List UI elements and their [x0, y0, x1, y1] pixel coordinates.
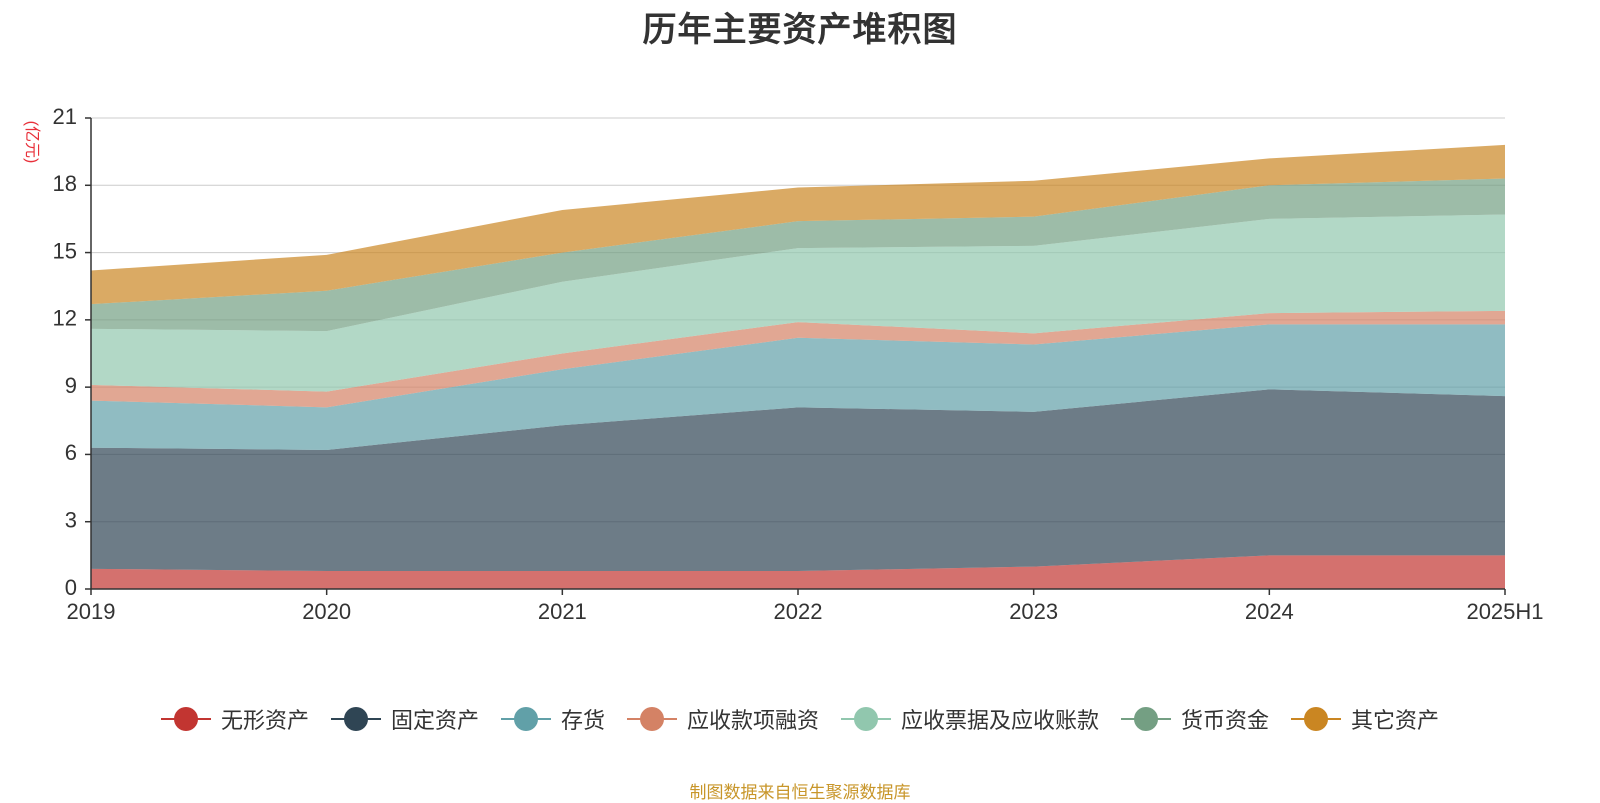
- legend-item-7[interactable]: 其它资产: [1291, 703, 1439, 735]
- area-series-7[interactable]: [91, 144, 1505, 305]
- legend-label: 存货: [560, 709, 605, 734]
- tick-labels: 0 3 6 9 12 15 18 21 2019 2020 2021 2022 2023 2024 2025…: [53, 104, 1544, 624]
- chart-title: 历年主要资产堆积图: [642, 10, 958, 50]
- y-tick-label: 21: [53, 104, 77, 129]
- legend-marker-icon: [626, 707, 677, 731]
- y-tick-label: 18: [53, 171, 77, 196]
- legend-label: 无形资产: [220, 709, 309, 734]
- legend-item-2[interactable]: 固定资产: [330, 703, 479, 735]
- legend-label: 应收票据及应收账款: [901, 709, 1100, 734]
- legend-item-5[interactable]: 应收票据及应收账款: [841, 703, 1099, 735]
- area-series-group: [91, 144, 1505, 589]
- area-series-4[interactable]: [91, 310, 1505, 408]
- area-series-2[interactable]: [91, 389, 1505, 572]
- legend-marker-icon: [160, 707, 211, 731]
- area-series-5[interactable]: [91, 214, 1505, 392]
- legend-label: 固定资产: [390, 709, 479, 734]
- x-tick-label: 2021: [538, 599, 587, 624]
- area-series-3[interactable]: [91, 324, 1505, 450]
- legend-marker-icon: [1121, 707, 1172, 731]
- source-note: 制图数据来自恒生聚源数据库: [689, 783, 911, 803]
- legend-label: 应收款项融资: [686, 709, 819, 734]
- x-tick-label: 2020: [302, 599, 351, 624]
- legend-item-6[interactable]: 货币资金: [1121, 703, 1269, 735]
- legend-marker-icon: [330, 707, 381, 731]
- legend-marker-icon: [500, 707, 551, 731]
- legend-marker-icon: [841, 707, 891, 731]
- x-tick-label: 2022: [774, 599, 823, 624]
- x-tick-label: 2024: [1245, 599, 1294, 624]
- y-tick-label: 12: [53, 306, 77, 331]
- legend-item-4[interactable]: 应收款项融资: [626, 703, 819, 735]
- legend-item-1[interactable]: 无形资产: [160, 703, 309, 735]
- area-series-6[interactable]: [91, 178, 1505, 332]
- x-tick-label: 2025H1: [1466, 599, 1543, 624]
- y-tick-label: 15: [53, 238, 77, 263]
- y-tick-label: 6: [65, 440, 77, 465]
- legend: 无形资产 固定资产 存货 应收款项融资 应收票据及应收账款 货币资金 其它资产: [0, 702, 1600, 736]
- y-axis-unit-label: (亿元): [23, 121, 41, 164]
- legend-label: 货币资金: [1181, 709, 1270, 734]
- legend-item-3[interactable]: 存货: [500, 703, 605, 735]
- x-tick-label: 2023: [1009, 599, 1058, 624]
- legend-marker-icon: [1291, 707, 1342, 731]
- x-tick-label: 2019: [67, 599, 116, 624]
- legend-label: 其它资产: [1351, 709, 1440, 734]
- y-tick-label: 0: [65, 575, 77, 600]
- y-tick-label: 3: [65, 508, 77, 533]
- y-tick-label: 9: [65, 373, 77, 398]
- area-series-1[interactable]: [91, 555, 1505, 589]
